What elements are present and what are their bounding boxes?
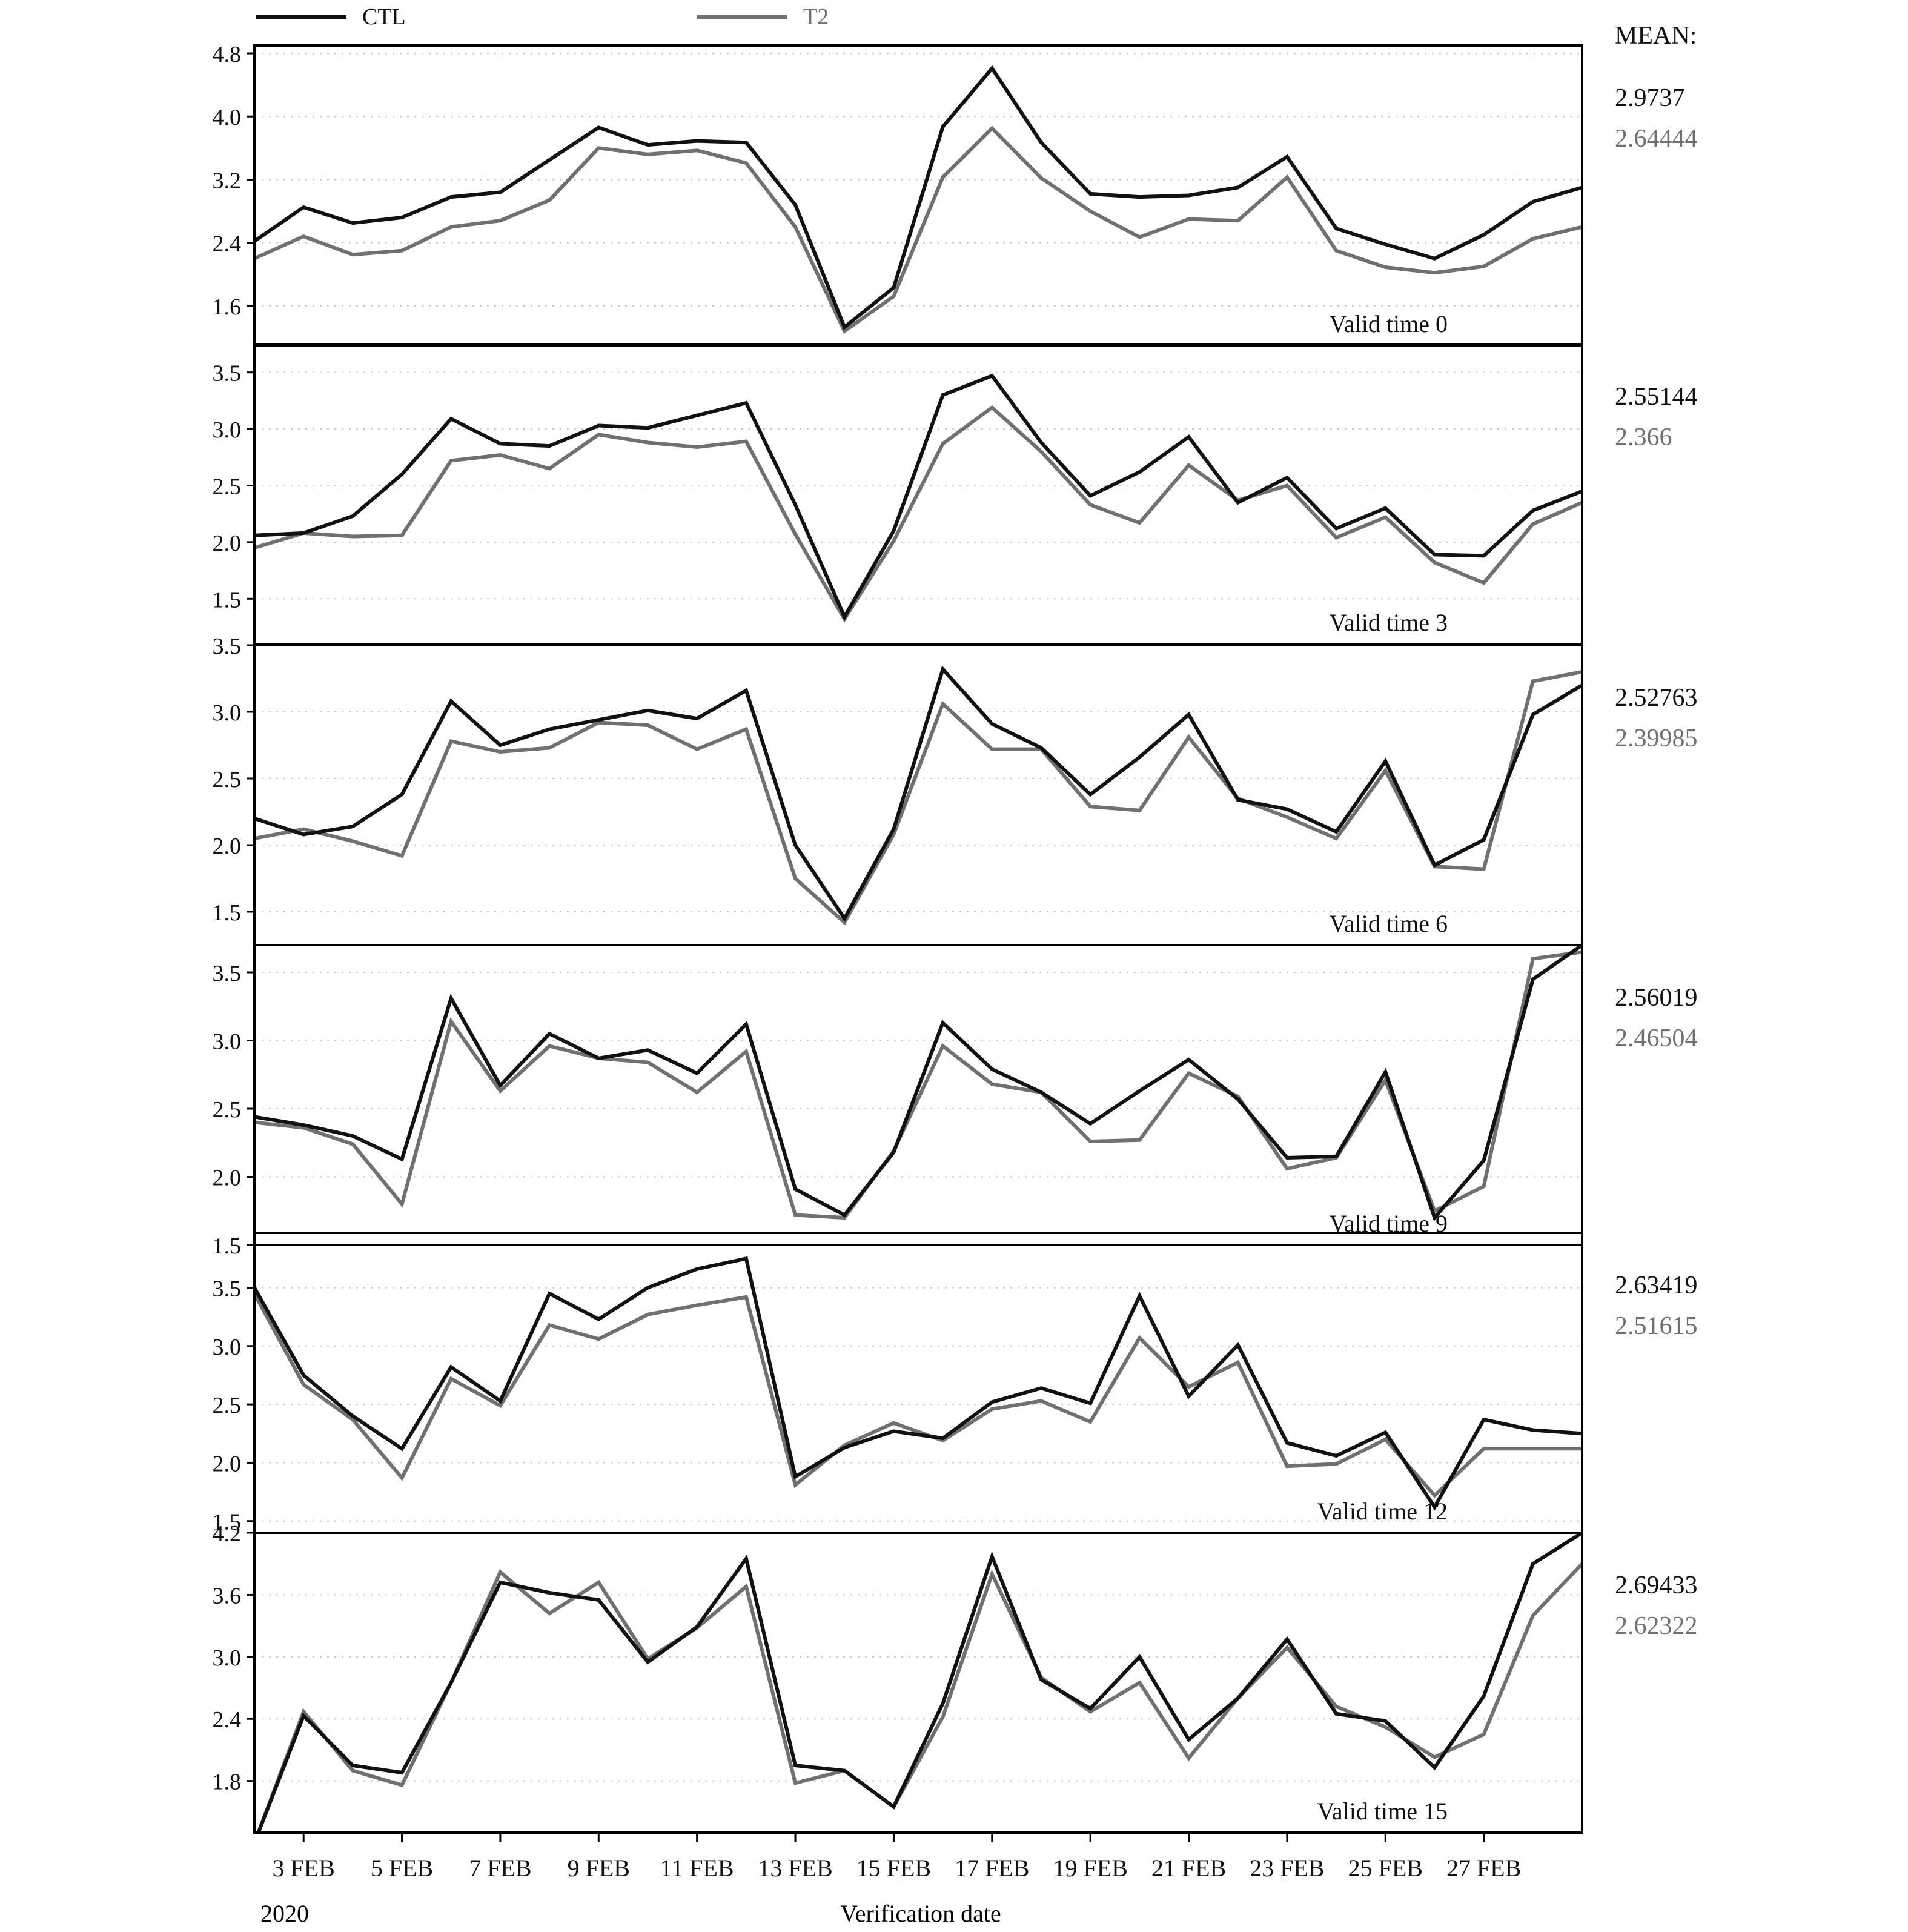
mean-title: MEAN: xyxy=(1615,22,1697,50)
y-tick-label: 2.5 xyxy=(213,474,242,499)
x-tick-label: 17 FEB xyxy=(955,1854,1029,1882)
y-tick-label: 3.0 xyxy=(213,1335,242,1360)
y-tick-label: 2.0 xyxy=(213,1166,242,1191)
x-tick-label: 19 FEB xyxy=(1053,1854,1127,1882)
mean-value-ctl: 2.63419 xyxy=(1615,1272,1698,1300)
panel-frame xyxy=(253,1232,1583,1534)
panel-annotation: Valid time 15 xyxy=(1317,1798,1448,1825)
x-axis-year-label: 2020 xyxy=(260,1900,309,1927)
y-tick-label: 4.8 xyxy=(213,42,242,67)
y-tick-label: 2.5 xyxy=(213,767,242,792)
y-tick-label: 2.0 xyxy=(213,531,242,556)
series-line-ctl xyxy=(254,65,1582,330)
mean-value-ctl: 2.56019 xyxy=(1615,984,1698,1012)
mean-value-ctl: 2.9737 xyxy=(1615,84,1685,112)
x-tick-label: 3 FEB xyxy=(273,1854,335,1882)
panel-annotation: Valid time 3 xyxy=(1329,609,1448,636)
series-line-ctl xyxy=(256,1533,1582,1833)
series-line-t2 xyxy=(254,405,1582,623)
series-line-t2 xyxy=(254,1292,1582,1498)
y-tick-label: 2.5 xyxy=(213,1097,242,1123)
x-tick-label: 7 FEB xyxy=(469,1854,531,1882)
y-tick-label: 1.5 xyxy=(213,1510,242,1535)
panel-valid-time-0: 1.6 2.4 3.2 4.0 4.8 Valid time 0 2.9737 2.64444 xyxy=(213,42,1698,347)
y-tick-label: 1.6 xyxy=(213,294,242,320)
y-tick-label: 4.2 xyxy=(213,1521,242,1547)
y-tick-label: 2.0 xyxy=(213,1451,242,1476)
panel-annotation: Valid time 12 xyxy=(1317,1498,1448,1525)
series-line-t2 xyxy=(254,125,1582,334)
legend-t2-label: T2 xyxy=(803,4,829,30)
series-line-t2 xyxy=(254,670,1582,926)
x-tick-label: 23 FEB xyxy=(1250,1854,1324,1882)
panel-frame xyxy=(253,944,1583,1246)
mean-value-t2: 2.46504 xyxy=(1615,1024,1698,1052)
panel-valid-time-5: 1.8 2.4 3.0 3.6 4.2 Valid time 15 2.69433 2.623… xyxy=(213,1521,1698,1834)
y-tick-label: 4.0 xyxy=(213,105,242,130)
y-tick-label: 3.5 xyxy=(213,361,242,387)
y-tick-label: 3.5 xyxy=(213,634,242,659)
x-tick-label: 21 FEB xyxy=(1151,1854,1226,1882)
x-tick-label: 11 FEB xyxy=(660,1854,734,1882)
y-tick-label: 2.4 xyxy=(213,231,242,257)
mean-value-t2: 2.366 xyxy=(1615,423,1672,451)
mean-value-t2: 2.51615 xyxy=(1615,1312,1698,1340)
mean-value-t2: 2.62322 xyxy=(1615,1612,1698,1640)
y-tick-label: 3.6 xyxy=(213,1583,242,1608)
legend-ctl-label: CTL xyxy=(362,4,406,30)
x-tick-label: 5 FEB xyxy=(371,1854,433,1882)
y-tick-label: 3.2 xyxy=(213,168,242,193)
legend: CTL T2 xyxy=(256,4,829,30)
y-tick-label: 3.0 xyxy=(213,417,242,443)
y-tick-label: 1.5 xyxy=(213,1233,242,1259)
y-tick-label: 3.0 xyxy=(213,700,242,726)
panels: 1.6 2.4 3.2 4.0 4.8 Valid time 0 2.9737 2.64444… xyxy=(213,42,1698,1834)
panel-frame xyxy=(253,644,1583,946)
y-tick-label: 3.5 xyxy=(213,961,242,986)
panel-frame xyxy=(253,1532,1583,1834)
series-line-t2 xyxy=(254,950,1582,1220)
mean-value-ctl: 2.52763 xyxy=(1615,684,1698,712)
panel-valid-time-4: 1.5 2.0 2.5 3.0 3.5 Valid time 12 2.63419 2.516… xyxy=(213,1232,1698,1535)
panel-annotation: Valid time 0 xyxy=(1329,310,1448,337)
y-tick-label: 3.0 xyxy=(213,1645,242,1671)
x-tick-label: 9 FEB xyxy=(568,1854,630,1882)
y-tick-label: 3.5 xyxy=(213,1276,242,1302)
x-tick-label: 25 FEB xyxy=(1348,1854,1423,1882)
y-tick-label: 1.5 xyxy=(213,587,242,612)
panel-valid-time-1: 1.5 2.0 2.5 3.0 3.5 Valid time 3 2.55144 2.366 xyxy=(213,343,1698,645)
series-line-ctl xyxy=(254,1256,1582,1511)
x-tick-label: 15 FEB xyxy=(856,1854,931,1882)
y-tick-label: 3.0 xyxy=(213,1029,242,1055)
mean-value-ctl: 2.55144 xyxy=(1615,383,1698,411)
panel-valid-time-2: 1.5 2.0 2.5 3.0 3.5 Valid time 6 2.52763 2.3998… xyxy=(213,634,1698,946)
y-tick-label: 1.5 xyxy=(213,900,242,926)
y-tick-label: 2.0 xyxy=(213,834,242,859)
y-tick-label: 2.5 xyxy=(213,1393,242,1418)
x-tick-label: 27 FEB xyxy=(1446,1854,1521,1882)
x-axis-title: Verification date xyxy=(840,1900,1001,1927)
mean-value-t2: 2.64444 xyxy=(1615,125,1698,153)
series-line-ctl xyxy=(254,945,1582,1221)
y-tick-label: 1.8 xyxy=(213,1770,242,1795)
y-tick-label: 2.4 xyxy=(213,1707,242,1733)
mean-value-t2: 2.39985 xyxy=(1615,725,1698,752)
series-line-ctl xyxy=(254,373,1582,621)
x-axis: 2020 Verification date 3 FEB 5 FEB 7 FEB 9 … xyxy=(260,1833,1521,1927)
mean-value-ctl: 2.69433 xyxy=(1615,1572,1698,1599)
series-line-ctl xyxy=(254,665,1582,922)
x-tick-label: 13 FEB xyxy=(758,1854,832,1882)
panel-annotation: Valid time 6 xyxy=(1329,910,1448,937)
